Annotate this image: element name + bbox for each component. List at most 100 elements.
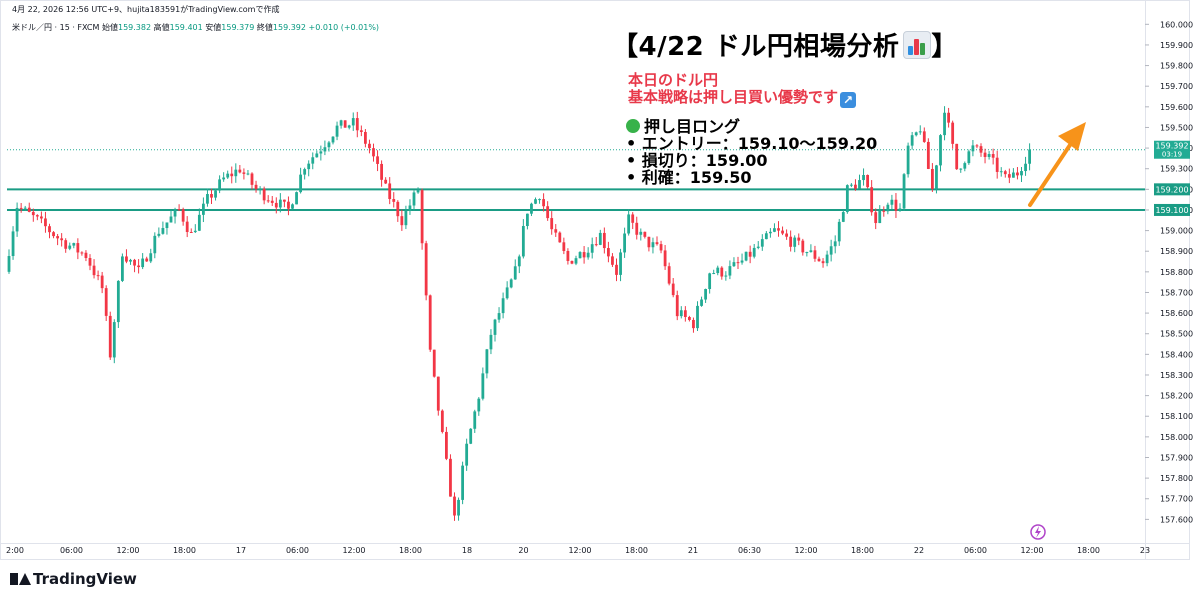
up-right-arrow-icon: ↗ (840, 92, 857, 108)
candle-body (813, 250, 817, 259)
candle-body (133, 259, 136, 266)
countdown-label: 03:19 (1162, 151, 1182, 159)
candle-body (999, 171, 1003, 173)
x-tick-label: 22 (914, 546, 924, 555)
candle-body (509, 279, 513, 288)
candle-body (939, 135, 942, 166)
candle-body (781, 230, 784, 234)
candle-body (242, 172, 246, 174)
tradingview-logo[interactable]: TradingView (10, 570, 137, 588)
candle-body (922, 131, 926, 142)
candle-body (582, 252, 586, 258)
candle-body (902, 174, 906, 209)
candle-body (254, 184, 258, 190)
candle-body (716, 267, 720, 274)
headline: 【4/22 ドル円相場分析 】 (612, 26, 958, 63)
candle-body (874, 212, 878, 224)
candle-body (752, 247, 756, 257)
x-tick-label: 12:00 (342, 546, 365, 555)
candle-body (299, 174, 302, 193)
candle-body (590, 244, 594, 253)
candle-body (331, 136, 335, 143)
candle-body (31, 211, 35, 216)
candle-body (355, 118, 359, 131)
candle-body (769, 231, 772, 234)
x-tick-label: 06:00 (964, 546, 987, 555)
candle-body (906, 145, 910, 175)
plan-take: • 利確：159.50 (626, 168, 752, 187)
candle-body (639, 231, 643, 235)
candle-body (526, 213, 529, 227)
candle-body (963, 163, 967, 169)
candle-body (76, 243, 80, 253)
candle-body (805, 252, 809, 254)
candle-body (995, 157, 999, 172)
candle-body (359, 130, 363, 132)
candle-body (7, 256, 11, 272)
candle-body (931, 168, 934, 189)
candle-body (303, 169, 307, 175)
x-tick-label: 20 (518, 546, 528, 555)
y-tick-label: 158.800 (1160, 268, 1193, 277)
y-tick-label: 158.300 (1160, 371, 1193, 380)
candle-body (226, 173, 230, 178)
candle-body (845, 185, 849, 213)
strategy-line-1: 本日のドル円 (628, 71, 719, 89)
candle-body (777, 228, 780, 231)
candle-body (473, 411, 477, 429)
candle-body (347, 125, 351, 128)
candle-body (380, 163, 383, 180)
x-tick-label: 06:00 (60, 546, 83, 555)
candle-body (125, 256, 128, 262)
candle-body (785, 233, 788, 237)
candle-body (469, 428, 473, 444)
candle-body (817, 258, 821, 262)
candle-body (959, 168, 963, 170)
candle-body (493, 319, 497, 335)
candle-body (546, 206, 550, 219)
x-tick-label: 12:00 (1020, 546, 1043, 555)
candle-body (594, 244, 598, 246)
candle-body (1016, 172, 1019, 176)
candle-body (40, 216, 43, 219)
candle-body (987, 154, 991, 157)
candle-body (611, 256, 614, 265)
x-tick-label: 18:00 (625, 546, 648, 555)
candle-body (550, 218, 554, 230)
candle-body (821, 261, 825, 264)
candle-body (266, 200, 270, 202)
candle-body (696, 305, 699, 329)
candle-body (445, 431, 448, 459)
candle-body (1007, 174, 1011, 178)
candle-body (797, 237, 801, 241)
candle-body (991, 154, 995, 158)
candle-body (68, 245, 72, 249)
candle-body (206, 194, 209, 204)
candle-body (274, 202, 278, 208)
candle-body (92, 265, 96, 276)
x-tick-label: 18:00 (173, 546, 196, 555)
plan-entry: • エントリー：159.10〜159.20 (626, 134, 878, 153)
candle-body (679, 310, 683, 317)
y-tick-label: 158.400 (1160, 350, 1193, 359)
candle-body (878, 210, 882, 224)
candle-body (728, 266, 732, 276)
candle-body (704, 289, 707, 300)
candle-body (513, 266, 517, 280)
candle-body (250, 173, 254, 185)
open-label: 始値 (101, 23, 118, 32)
candle-body (258, 188, 262, 190)
x-tick-label: 12:00 (116, 546, 139, 555)
candle-body (910, 135, 914, 146)
candle-body (214, 190, 217, 198)
candle-body (1024, 163, 1027, 172)
candle-body (619, 252, 622, 275)
candle-body (392, 199, 396, 202)
candle-body (311, 157, 315, 164)
candle-body (692, 319, 695, 329)
y-tick-label: 158.100 (1160, 412, 1193, 421)
candle-body (404, 210, 408, 226)
